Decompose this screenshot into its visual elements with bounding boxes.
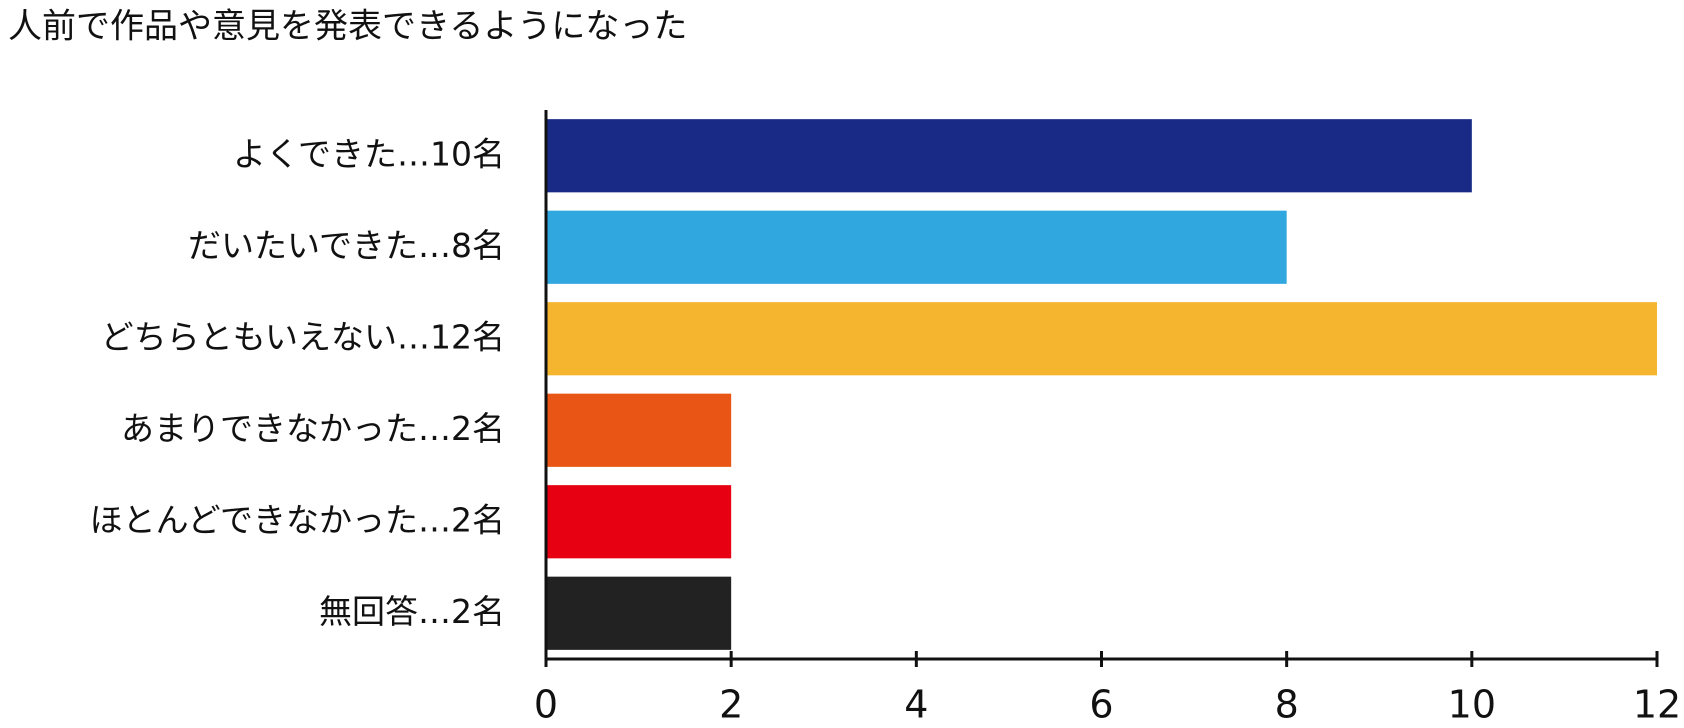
y-tick-label: どちらともいえない…12名 (101, 317, 505, 356)
bar (546, 302, 1657, 376)
x-tick-label: 12 (1633, 683, 1681, 727)
chart-title: 人前で作品や意見を発表できるようになった (8, 7, 687, 47)
x-tick-label: 6 (1089, 683, 1113, 727)
bar (546, 393, 732, 467)
bar (546, 210, 1287, 284)
bar (546, 119, 1472, 193)
y-tick-label: ほとんどできなかった…2名 (90, 500, 505, 539)
y-tick-label: だいたいできた…8名 (188, 226, 505, 265)
x-tick-label: 2 (719, 683, 743, 727)
x-tick-label: 4 (904, 683, 928, 727)
x-tick-label: 8 (1275, 683, 1299, 727)
bar (546, 485, 732, 559)
y-tick-label: よくできた…10名 (233, 134, 505, 173)
bar (546, 576, 732, 650)
y-tick-label: あまりできなかった…2名 (121, 409, 505, 448)
y-tick-label: 無回答…2名 (319, 592, 505, 631)
x-tick-label: 0 (534, 683, 558, 727)
x-tick-label: 10 (1448, 683, 1496, 727)
